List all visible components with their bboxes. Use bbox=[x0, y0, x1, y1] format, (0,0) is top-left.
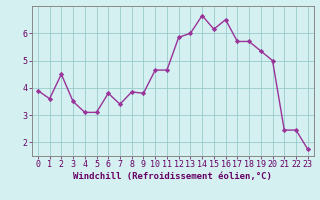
X-axis label: Windchill (Refroidissement éolien,°C): Windchill (Refroidissement éolien,°C) bbox=[73, 172, 272, 181]
